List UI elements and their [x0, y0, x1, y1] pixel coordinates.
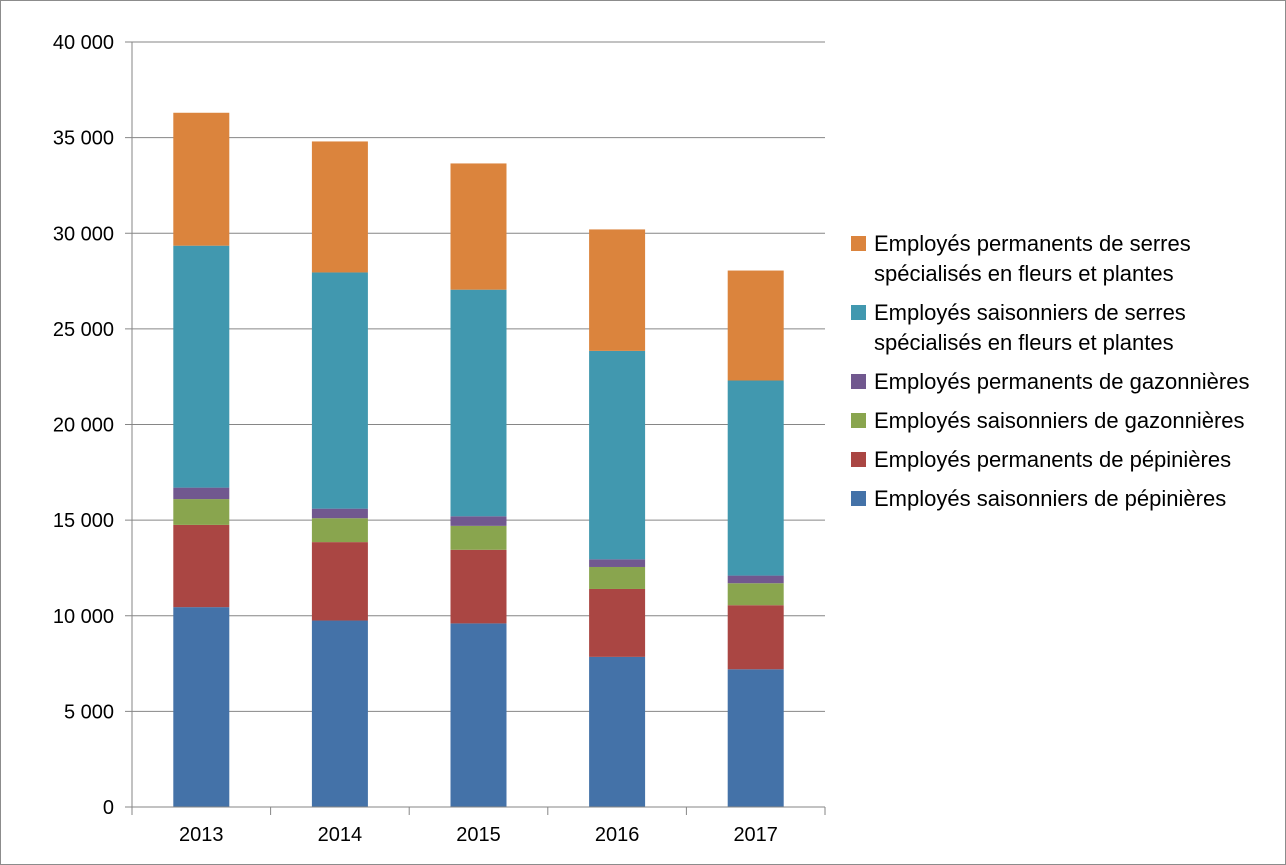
legend-swatch: [851, 305, 866, 320]
x-tick-labels: 2013 2014 2015 2016 2017: [179, 824, 778, 846]
bar-segment: [450, 525, 507, 550]
x-tick-label: 2014: [318, 824, 363, 846]
y-tick-label: 25 000: [53, 319, 114, 341]
bar-segment: [727, 380, 784, 576]
x-tick-label: 2016: [595, 824, 640, 846]
legend-swatch: [851, 413, 866, 428]
bar-segment: [311, 542, 368, 621]
bar-segment: [311, 272, 368, 509]
legend-label: Employés saisonniers de gazonnières: [874, 408, 1245, 433]
x-tick-label: 2017: [733, 824, 778, 846]
bar-segment: [173, 607, 230, 807]
legend-label: Employés permanents de pépinières: [874, 447, 1232, 472]
legend-label: Employés permanents de gazonnières: [874, 369, 1250, 394]
y-tick-label: 20 000: [53, 415, 114, 437]
y-tick-label: 30 000: [53, 223, 114, 245]
bar-segment: [727, 583, 784, 606]
bar-segment: [589, 566, 646, 589]
bar-segment: [589, 588, 646, 657]
legend-label: Employés permanents de serres spécialisé…: [874, 231, 1191, 286]
y-tick-labels: 0 5 000 10 000 15 000 20 000 25 000 30 000 35 0…: [53, 32, 114, 819]
bar-segment: [727, 270, 784, 381]
bar-segment: [589, 656, 646, 807]
y-tick-label: 15 000: [53, 510, 114, 532]
legend-item: Employés permanents de pépinières: [851, 445, 1281, 475]
y-tick-label: 10 000: [53, 606, 114, 628]
legend-item: Employés permanents de gazonnières: [851, 367, 1281, 397]
bar-segment: [173, 524, 230, 608]
axes: [125, 41, 826, 815]
y-tick-label: 40 000: [53, 32, 114, 54]
legend-swatch: [851, 236, 866, 251]
bar-segment: [173, 487, 230, 500]
bar-segment: [450, 516, 507, 526]
bar-segment: [311, 141, 368, 273]
bars: [173, 112, 784, 807]
legend-label: Employés saisonniers de serres spécialis…: [874, 300, 1186, 355]
legend-label: Employés saisonniers de pépinières: [874, 486, 1227, 511]
bar-segment: [589, 229, 646, 351]
bar-segment: [173, 499, 230, 525]
legend-swatch: [851, 491, 866, 506]
x-tick-label: 2013: [179, 824, 224, 846]
bar-segment: [589, 559, 646, 567]
y-tick-label: 35 000: [53, 128, 114, 150]
bar-segment: [311, 518, 368, 543]
y-tick-label: 0: [103, 797, 114, 819]
legend-item: Employés saisonniers de serres spécialis…: [851, 298, 1281, 358]
y-tick-label: 5 000: [64, 701, 114, 723]
legend-item: Employés saisonniers de pépinières: [851, 484, 1281, 514]
bar-segment: [173, 112, 230, 246]
bar-segment: [727, 669, 784, 807]
bar-segment: [450, 163, 507, 290]
bar-segment: [450, 623, 507, 807]
bar-segment: [173, 245, 230, 488]
x-tick-label: 2015: [456, 824, 501, 846]
bar-segment: [727, 575, 784, 584]
legend-swatch: [851, 452, 866, 467]
legend: Employés permanents de serres spécialisé…: [851, 229, 1281, 523]
legend-swatch: [851, 374, 866, 389]
bar-segment: [450, 549, 507, 624]
bar-segment: [727, 605, 784, 670]
bar-segment: [311, 620, 368, 807]
bar-segment: [311, 508, 368, 519]
bar-segment: [589, 350, 646, 560]
legend-item: Employés permanents de serres spécialisé…: [851, 229, 1281, 289]
legend-item: Employés saisonniers de gazonnières: [851, 406, 1281, 436]
bar-segment: [450, 289, 507, 517]
